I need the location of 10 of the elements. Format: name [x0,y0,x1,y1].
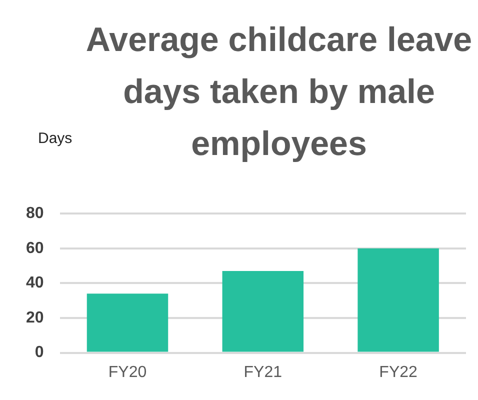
y-axis-title: Days [38,130,72,147]
x-tick-label: FY21 [244,364,282,381]
x-tick-label: FY22 [379,364,418,381]
y-tick-label: 40 [26,274,44,292]
y-tick-label: 0 [34,344,44,362]
y-tick-label: 80 [26,205,44,222]
y-tick-label: 60 [26,240,44,257]
chart-title: Average childcare leave days taken by male employees [84,20,474,165]
x-tick-label: FY20 [108,364,147,381]
y-tick-label: 20 [26,309,44,326]
